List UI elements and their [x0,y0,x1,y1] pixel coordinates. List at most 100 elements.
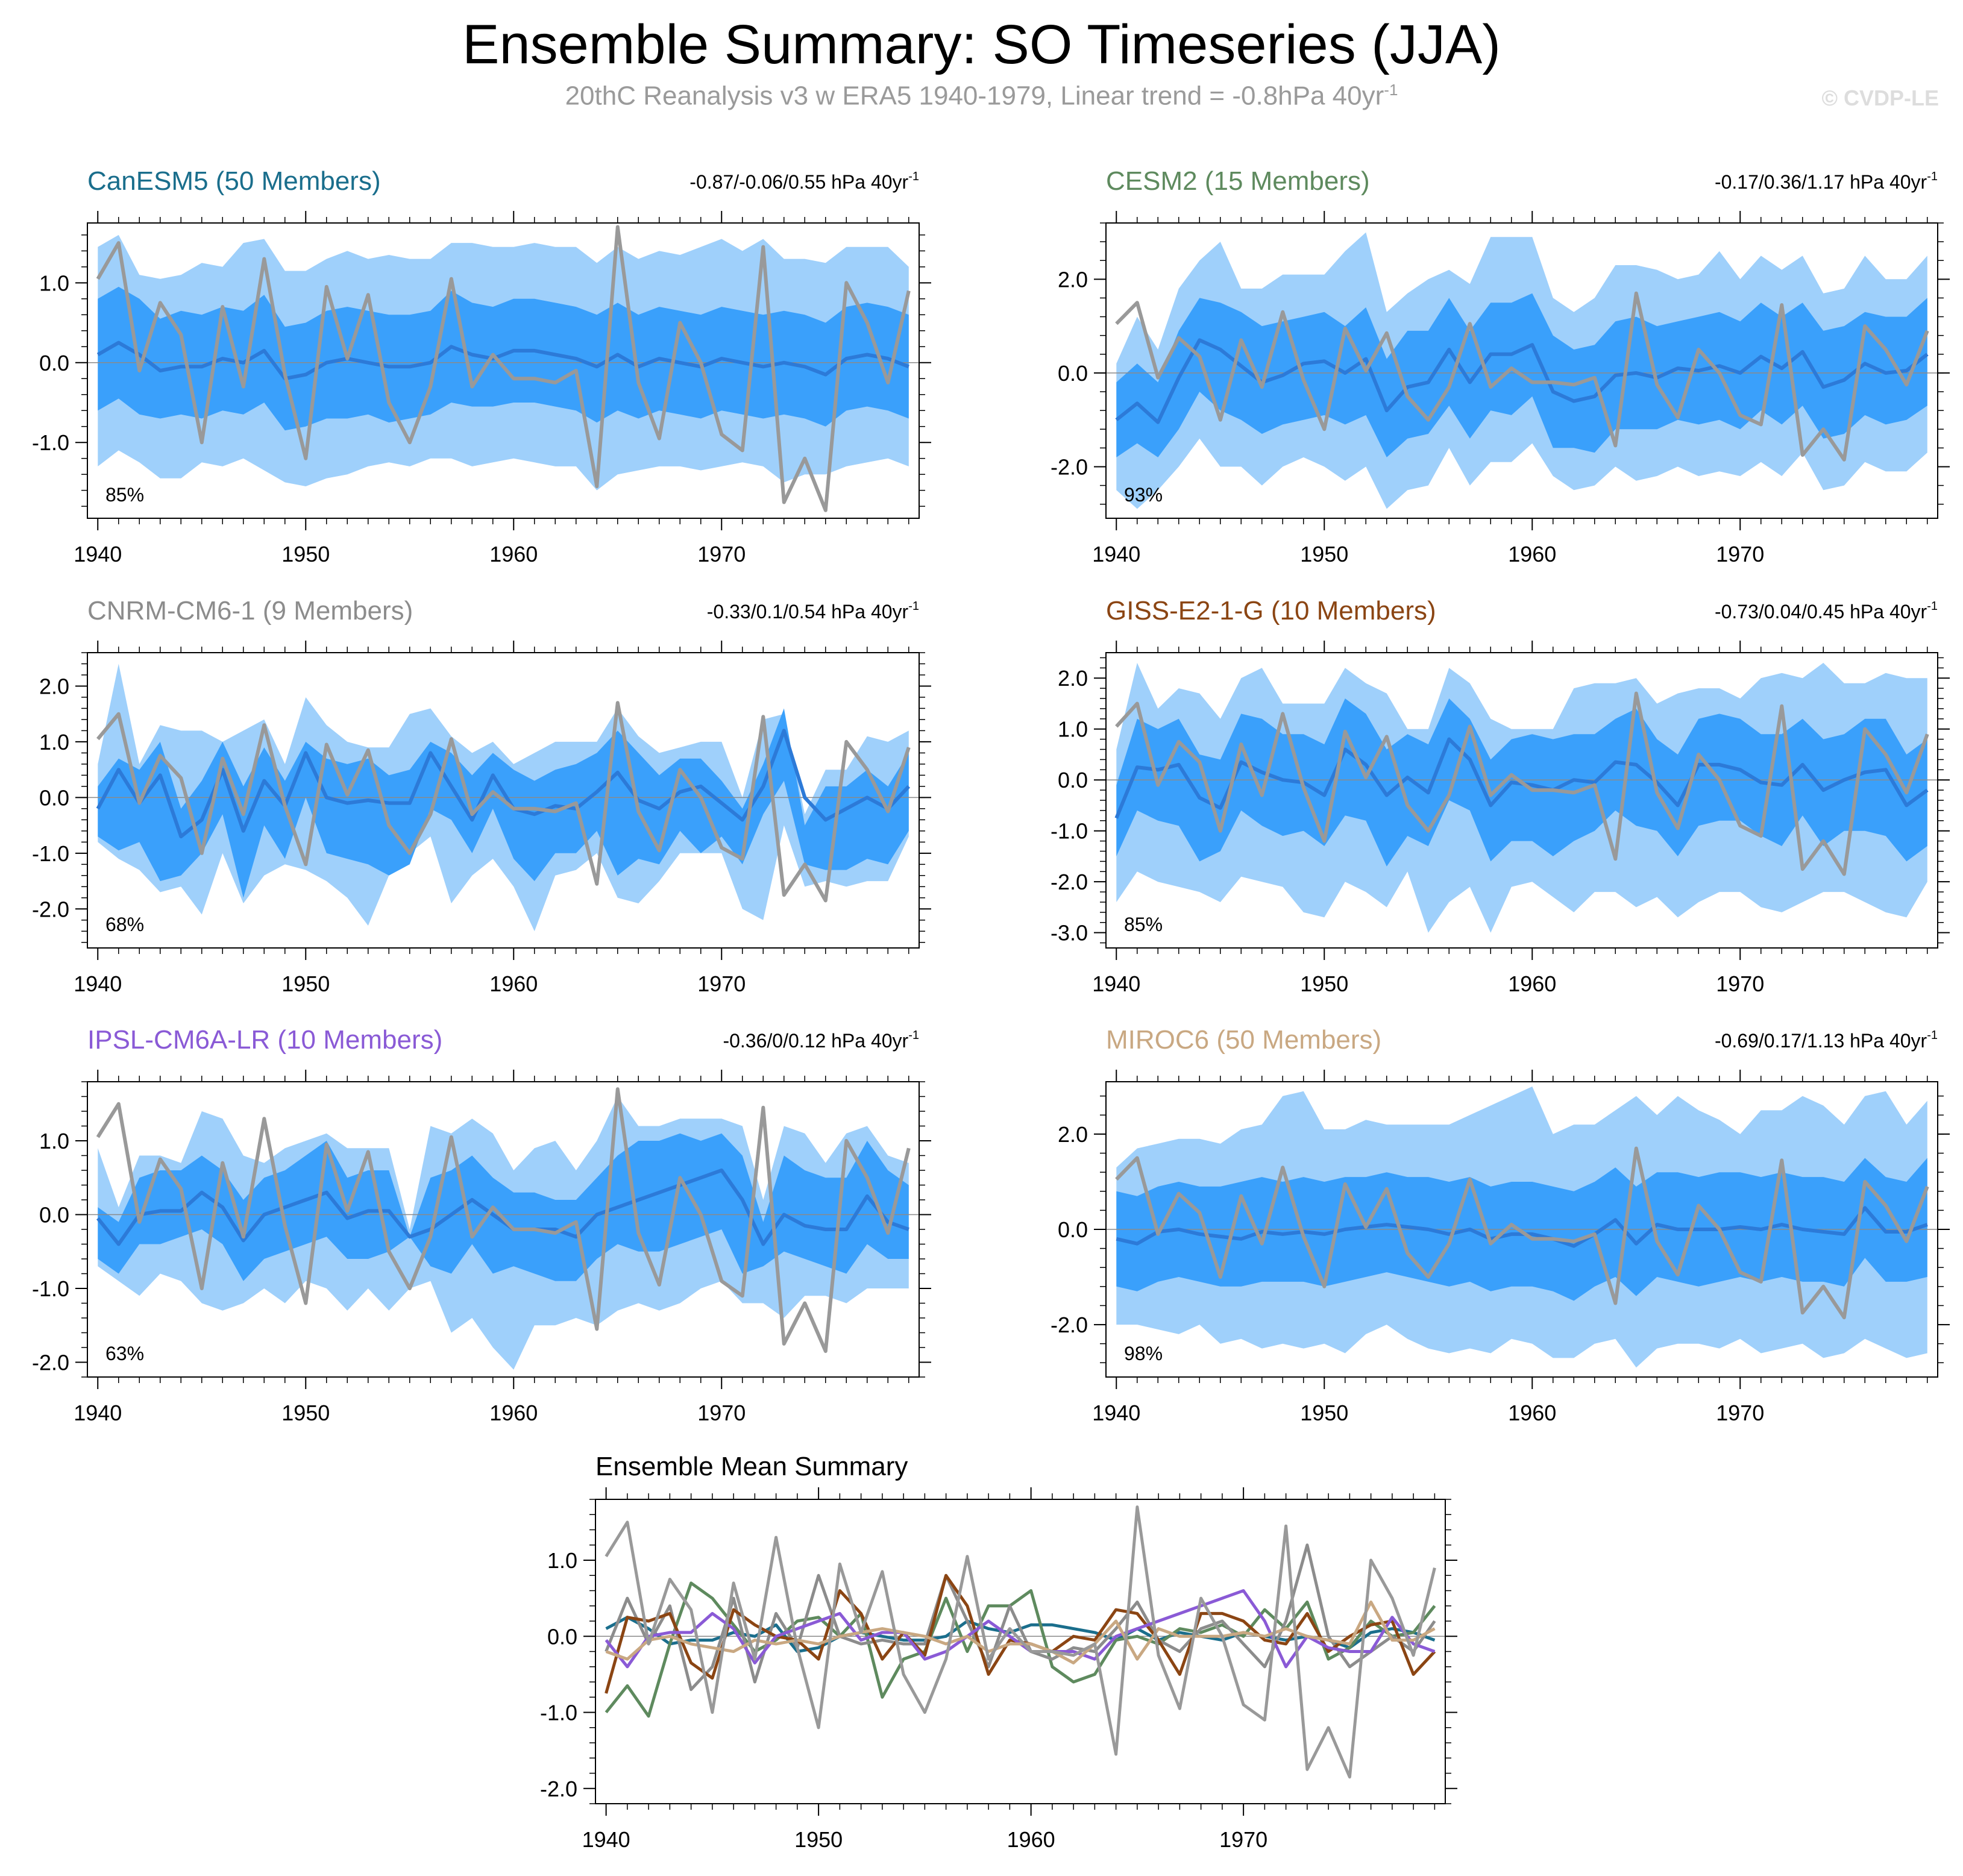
y-tick-label: 0.0 [547,1624,577,1649]
panel-title: GISS-E2-1-G (10 Members) [1106,596,1436,626]
observed-line [96,1087,911,1354]
observed-line [1115,291,1929,462]
percent-label: 98% [1124,1343,1163,1364]
series-line-observed [605,1505,1436,1779]
x-tick-label: 1960 [489,1401,538,1425]
x-tick-label: 1950 [1300,971,1348,996]
y-tick-label: 1.0 [547,1548,577,1573]
subtitle-text: 20thC Reanalysis v3 w ERA5 1940-1979, Li… [565,81,1384,111]
y-tick-label: -1.0 [32,841,69,866]
panel-cnrm-cm6-1: -2.0 -1.0 0.0 1.0 2.0 1940 1950 1960 1970 CNRM-CM… [32,596,931,996]
plot-frame [87,222,920,519]
percent-label: 68% [105,914,144,935]
y-tick-label: -2.0 [32,1351,69,1375]
y-tick-label: 1.0 [39,730,69,754]
y-tick-label: 0.0 [1058,768,1088,792]
ensemble-mean-line [96,729,910,839]
ensemble-mean-line [1115,338,1929,424]
y-tick-label: -3.0 [1051,921,1088,946]
x-tick-label: 1950 [794,1827,843,1852]
x-tick-label: 1940 [74,1401,122,1425]
y-tick-label: 2.0 [39,674,69,698]
trend-label: -0.33/0.1/0.54 hPa 40yr-1 [707,600,919,623]
panel-ensemble-mean: -2.0 -1.0 0.0 1.0 1940 1950 1960 1970 Ensemble M… [540,1452,1457,1852]
observed-line [96,701,911,903]
y-tick-label: 0.0 [39,351,69,375]
observed-line [1115,1146,1929,1320]
page-subtitle: 20thC Reanalysis v3 w ERA5 1940-1979, Li… [0,81,1963,111]
plot-frame [87,652,920,949]
y-tick-label: -1.0 [32,430,69,455]
trend-label-sup: -1 [1927,1029,1938,1042]
y-tick-label: -2.0 [1051,1313,1088,1337]
trend-label-text: -0.69/0.17/1.13 hPa 40yr [1715,1030,1927,1052]
x-tick-label: 1940 [1092,1401,1140,1425]
x-tick-label: 1960 [1508,542,1556,566]
x-tick-label: 1970 [1716,1401,1764,1425]
y-tick-label: -2.0 [540,1777,577,1801]
plot-area [595,1505,1445,1779]
series-line-cnrm-cm6-1 [605,1543,1436,1692]
trend-label: -0.17/0.36/1.17 hPa 40yr-1 [1715,170,1938,193]
percent-label: 85% [105,484,144,506]
trend-label-text: -0.17/0.36/1.17 hPa 40yr [1715,171,1927,193]
panel-cesm2: -2.0 0.0 2.0 1940 1950 1960 1970 CESM2 (15 Memb… [1051,166,1950,566]
x-tick-label: 1960 [489,542,538,566]
y-tick-label: 0.0 [39,1203,69,1228]
plot-area [87,1087,919,1370]
percent-label: 63% [105,1343,144,1364]
y-tick-label: 2.0 [1058,666,1088,691]
x-tick-label: 1970 [1716,971,1764,996]
y-tick-label: -2.0 [1051,454,1088,479]
y-tick-label: 1.0 [39,271,69,295]
x-tick-label: 1960 [1508,1401,1556,1425]
y-tick-label: -2.0 [32,897,69,921]
inner-spread-band [98,708,909,898]
plot-area [1106,232,1938,509]
x-tick-label: 1970 [697,1401,746,1425]
inner-spread-band [98,286,909,431]
plot-area [87,225,919,512]
x-tick-label: 1960 [1508,971,1556,996]
trend-label-text: -0.73/0.04/0.45 hPa 40yr [1715,601,1927,623]
y-tick-label: 0.0 [1058,1217,1088,1242]
y-tick-label: 1.0 [1058,717,1088,742]
observed-line [1115,691,1929,876]
panel-canesm5: -1.0 0.0 1.0 1940 1950 1960 1970 CanESM5 (50 Me… [32,166,931,566]
panel-ipsl-cm6a-lr: -2.0 -1.0 0.0 1.0 1940 1950 1960 1970 IPSL-CM6A-… [32,1025,931,1425]
trend-label: -0.36/0/0.12 hPa 40yr-1 [723,1029,919,1052]
y-tick-label: 2.0 [1058,267,1088,292]
percent-label: 93% [1124,484,1163,506]
trend-label-sup: -1 [1927,600,1938,613]
percent-label: 85% [1124,914,1163,935]
y-tick-label: 2.0 [1058,1122,1088,1147]
panel-title: Ensemble Mean Summary [595,1452,908,1481]
x-tick-label: 1970 [1219,1827,1267,1852]
x-tick-label: 1940 [1092,971,1140,996]
inner-spread-band [98,1133,909,1281]
panel-miroc6: -2.0 0.0 2.0 1940 1950 1960 1970 MIROC6 (50 Mem… [1051,1025,1950,1425]
trend-label-sup: -1 [1927,170,1938,183]
x-tick-label: 1960 [1007,1827,1055,1852]
y-tick-label: 0.0 [1058,361,1088,386]
x-tick-label: 1950 [1300,1401,1348,1425]
x-tick-label: 1950 [281,1401,330,1425]
subtitle-superscript: -1 [1384,81,1398,99]
plot-area [87,664,919,932]
y-tick-label: -2.0 [1051,870,1088,894]
x-tick-label: 1940 [1092,542,1140,566]
trend-label-text: -0.87/-0.06/0.55 hPa 40yr [689,171,908,193]
x-tick-label: 1940 [74,542,122,566]
y-tick-label: 1.0 [39,1129,69,1153]
x-tick-label: 1970 [697,542,746,566]
x-tick-label: 1950 [1300,542,1348,566]
panel-title: MIROC6 (50 Members) [1106,1025,1381,1055]
page-title: Ensemble Summary: SO Timeseries (JJA) [462,14,1501,75]
plot-frame [1105,222,1938,519]
panel-title: CanESM5 (50 Members) [87,166,381,196]
y-tick-label: -1.0 [32,1276,69,1301]
x-tick-label: 1960 [489,971,538,996]
x-tick-label: 1940 [582,1827,630,1852]
trend-label-text: -0.33/0.1/0.54 hPa 40yr [707,601,909,623]
panel-title: CNRM-CM6-1 (9 Members) [87,596,413,626]
